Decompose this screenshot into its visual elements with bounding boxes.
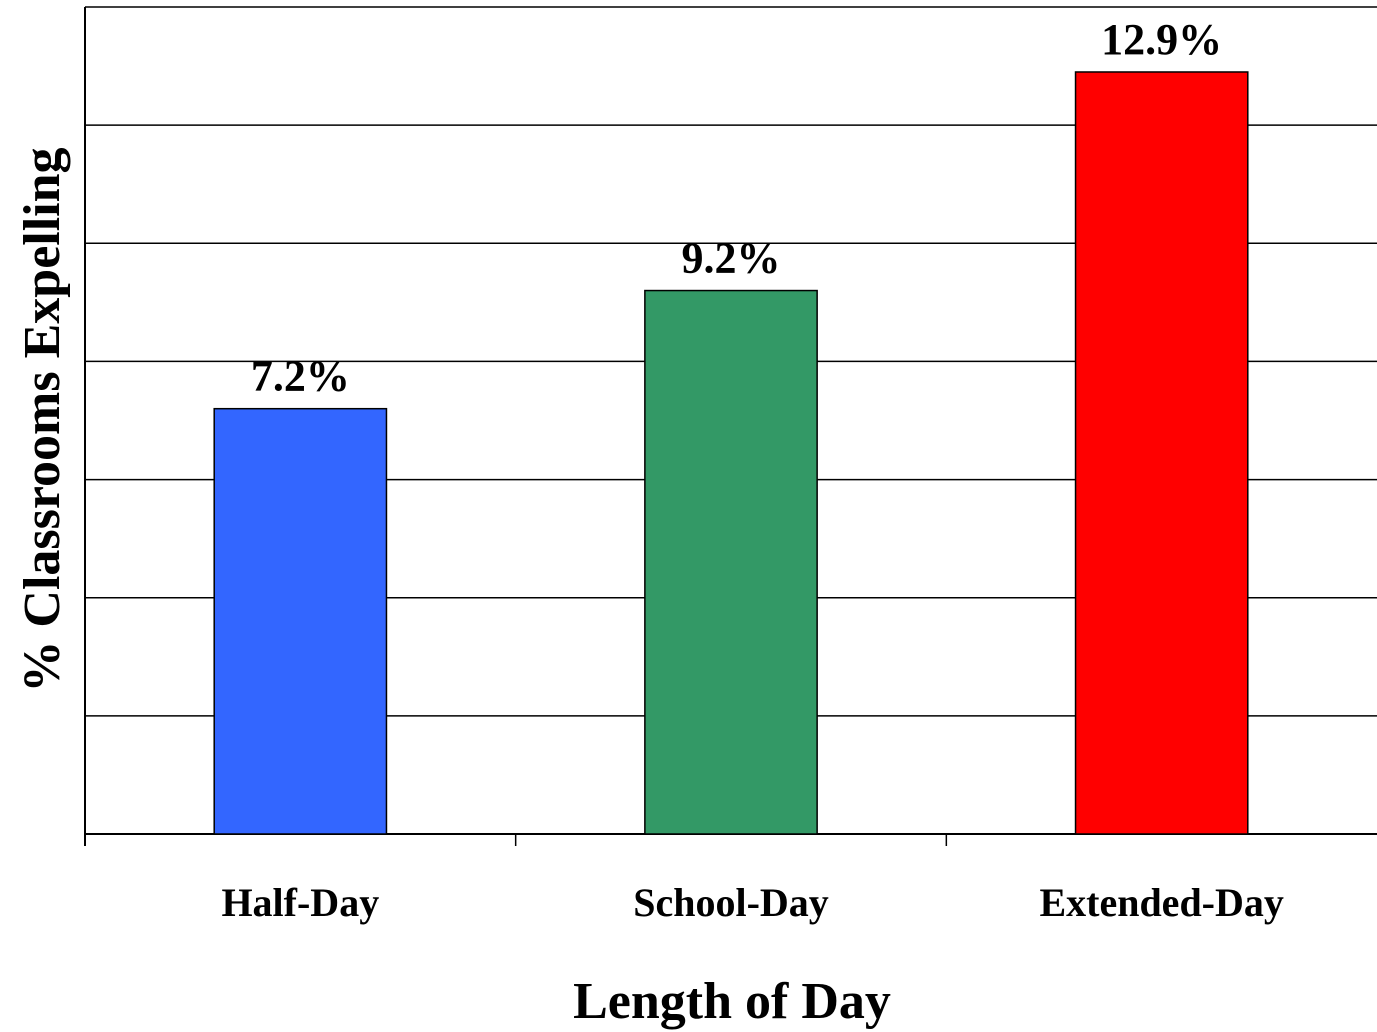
x-tick-label: School-Day: [633, 880, 829, 925]
x-tick-label: Extended-Day: [1039, 880, 1283, 925]
bars: [213, 71, 1249, 835]
x-axis-ticks: [514, 834, 948, 846]
data-labels: 7.2% 9.2% 12.9%: [251, 15, 1222, 401]
category-labels: Half-Day School-Day Extended-Day: [221, 880, 1283, 925]
bar-school-day: [644, 289, 818, 835]
bar-extended-day: [1074, 71, 1249, 835]
x-tick-label: Half-Day: [221, 880, 379, 925]
data-label: 7.2%: [251, 352, 350, 401]
data-label: 12.9%: [1101, 15, 1222, 64]
bar-half-day: [213, 407, 388, 835]
y-axis-title: % Classrooms Expelling: [14, 147, 71, 692]
x-axis-title: Length of Day: [573, 973, 891, 1030]
data-label: 9.2%: [682, 234, 781, 283]
